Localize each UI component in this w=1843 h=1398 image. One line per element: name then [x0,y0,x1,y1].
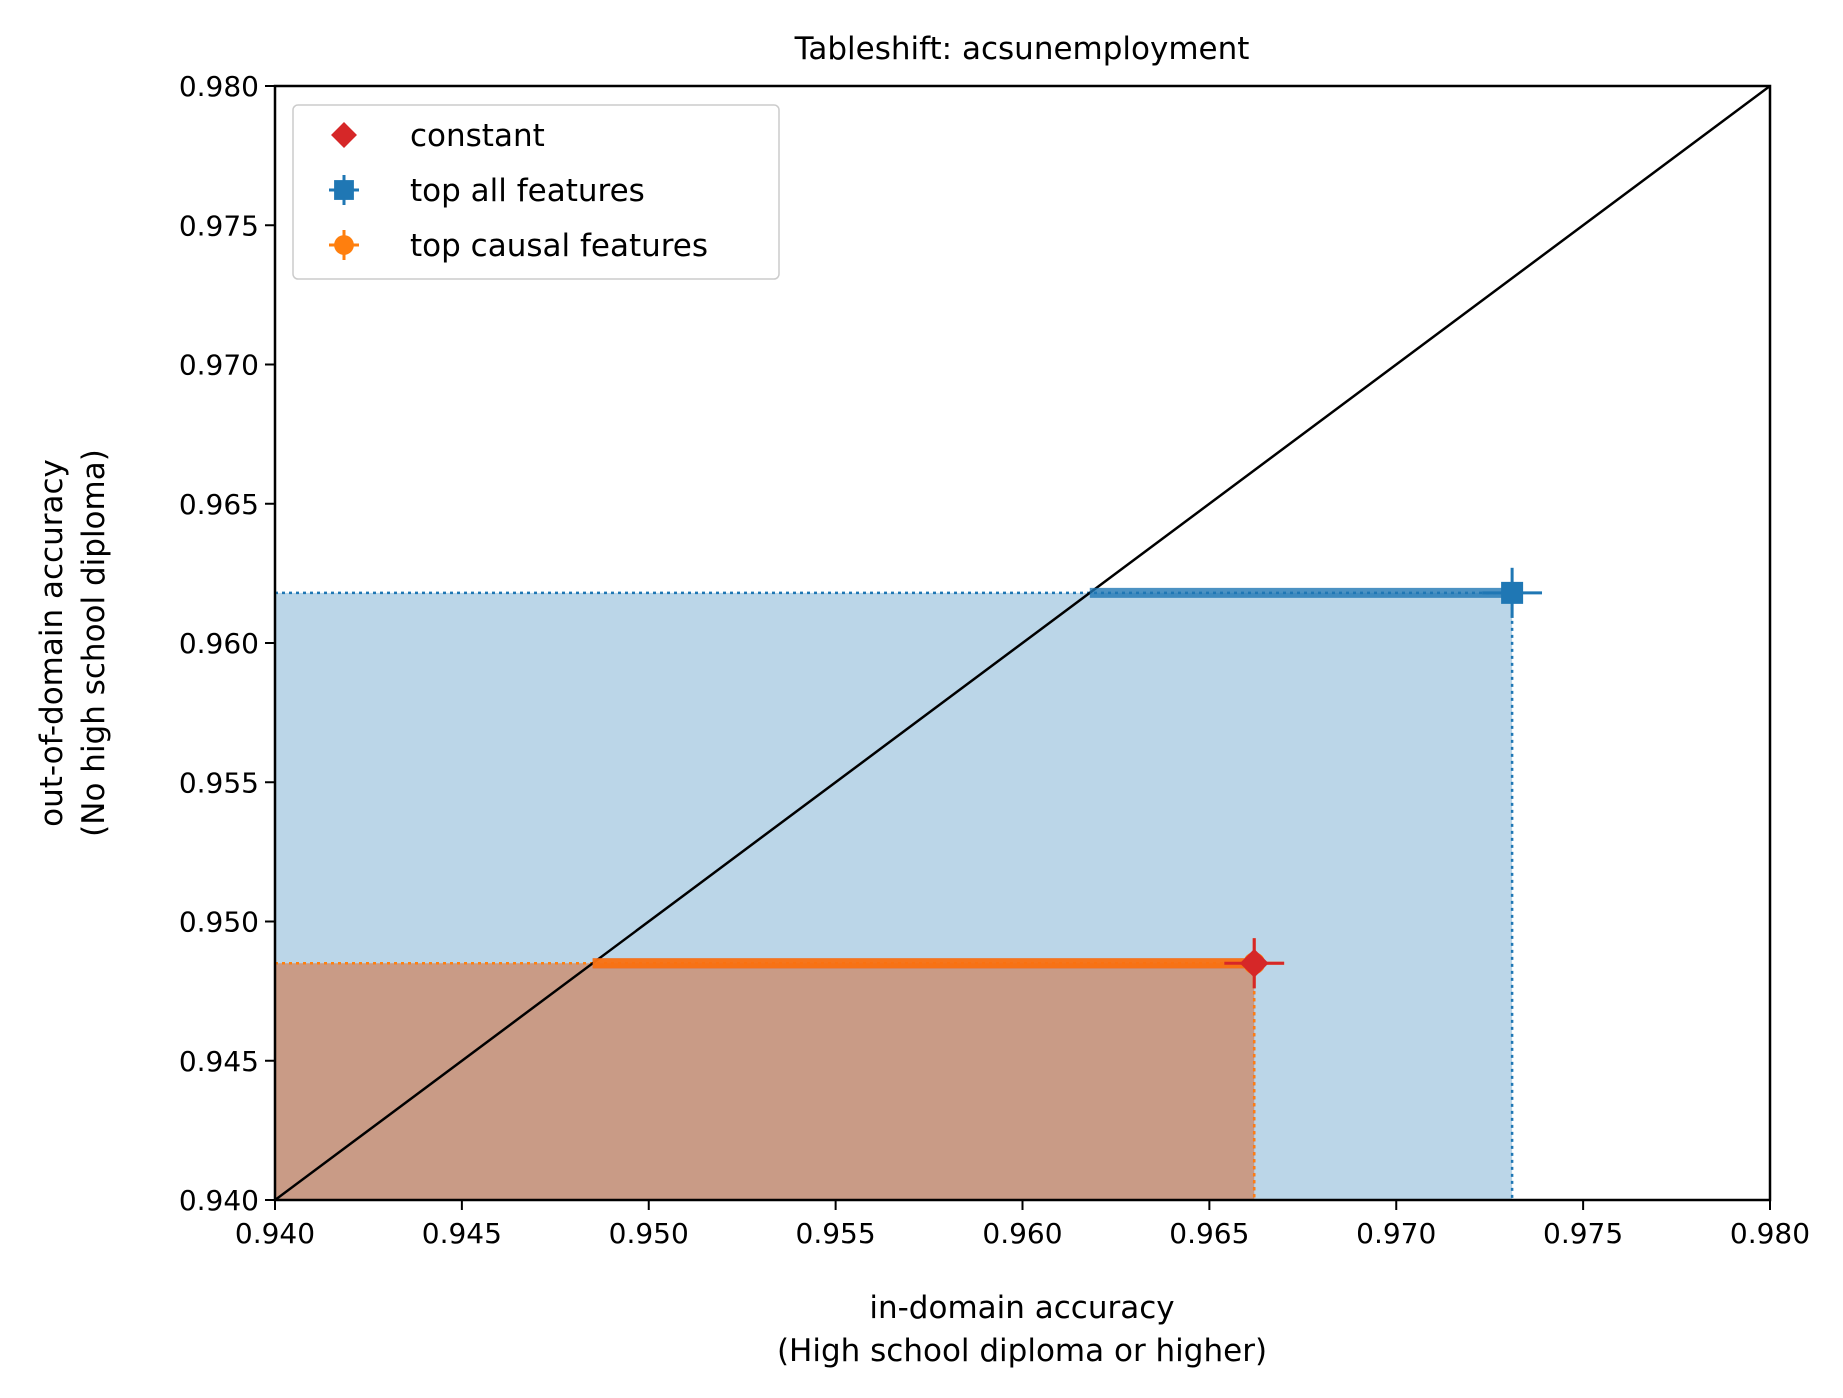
marker-diamond [1239,948,1269,978]
legend-marker-diamond [331,122,357,148]
x-tick-label: 0.960 [982,1217,1062,1250]
region-constant [275,963,1255,1200]
y-tick-label: 0.950 [179,906,259,939]
diagonal-layer [275,86,1770,1200]
gap-band [1089,587,1513,598]
region-top-all-features [275,592,1513,1200]
y-tick-label: 0.955 [179,766,259,799]
marker-square [1501,581,1524,604]
x-tick-label: 0.950 [609,1217,689,1250]
y-axis: 0.940 0.945 0.950 0.955 0.960 0.965 0.970 0.975… [179,70,275,1217]
legend-item: top causal features [329,228,708,264]
diagonal-line [275,86,1770,1200]
y-tick-label: 0.940 [179,1184,259,1217]
legend: constant top all features top causal featu… [292,104,780,280]
legend-label: top all features [410,173,645,209]
x-tick-label: 0.965 [1169,1217,1249,1250]
y-tick-label: 0.970 [179,349,259,382]
x-axis-title: in-domain accuracy [869,1290,1174,1326]
legend-label: constant [410,118,545,154]
chart-title: Tableshift: acsunemployment [794,31,1250,67]
y-axis-subtitle: (No high school diploma) [76,449,112,837]
y-tick-label: 0.945 [179,1045,259,1078]
region-top-causal-features [275,963,1255,1200]
x-tick-label: 0.970 [1356,1217,1436,1250]
legend-item: constant [331,118,545,154]
legend-label: top causal features [410,228,708,264]
y-tick-label: 0.980 [179,70,259,103]
x-axis: 0.940 0.945 0.950 0.955 0.960 0.965 0.970 0.975… [235,1200,1810,1250]
point-constant [1224,938,1285,989]
x-tick-label: 0.975 [1543,1217,1623,1250]
markers [1224,567,1543,989]
x-tick-label: 0.945 [422,1217,502,1250]
gap-band [592,958,1255,969]
legend-item: top all features [329,173,645,209]
x-tick-label: 0.980 [1730,1217,1810,1250]
x-tick-label: 0.955 [796,1217,876,1250]
y-axis-title: out-of-domain accuracy [34,459,70,827]
x-tick-label: 0.940 [235,1217,315,1250]
y-tick-label: 0.975 [179,209,259,242]
x-axis-subtitle: (High school diploma or higher) [777,1333,1267,1369]
point-top-all-features [1482,567,1543,618]
legend-box [292,104,780,280]
legend-marker-square [334,180,354,200]
y-tick-label: 0.965 [179,488,259,521]
regions [275,591,1514,1200]
legend-marker-circle [334,235,354,255]
y-tick-label: 0.960 [179,627,259,660]
